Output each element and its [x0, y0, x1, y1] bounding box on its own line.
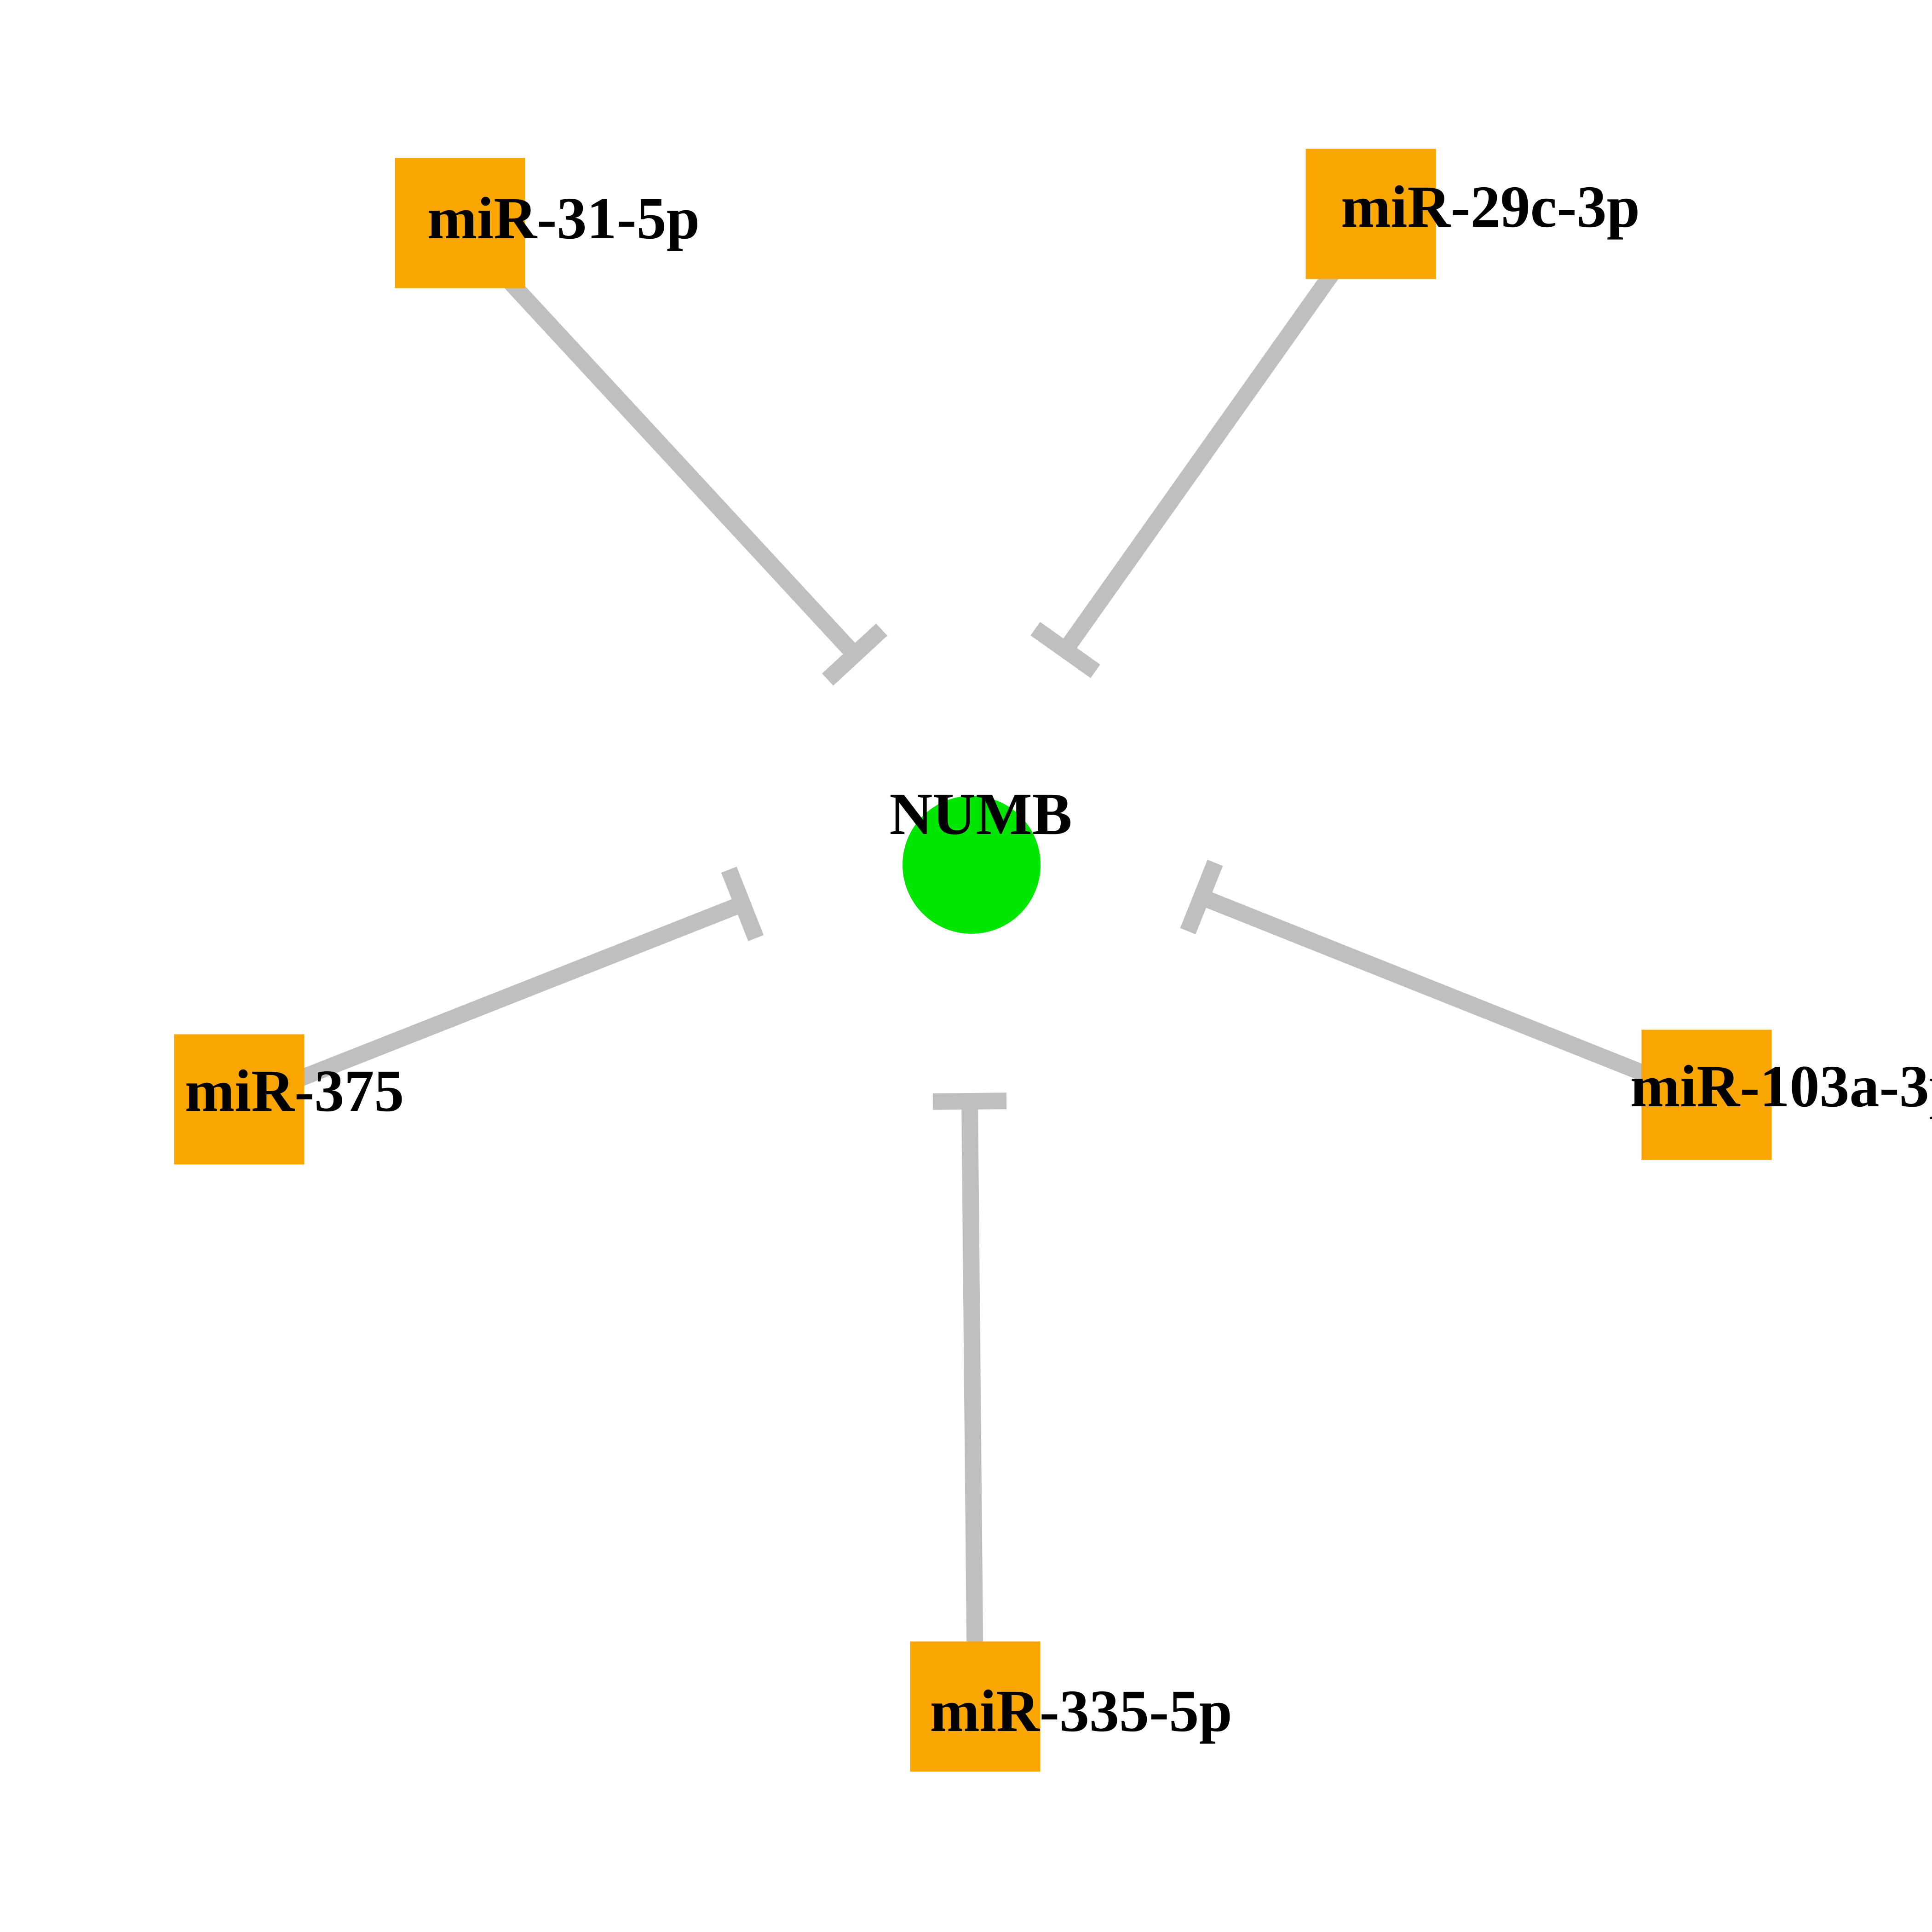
edge-tbar-mir-29c-3p: [1035, 629, 1096, 672]
outer-node-label-mir-29c-3p: miR-29c-3p: [1341, 172, 1640, 242]
outer-node-label-mir-375: miR-375: [185, 1057, 404, 1126]
outer-node-label-mir-103a-3p: miR-103a-3p: [1630, 1052, 1932, 1121]
center-node-label: NUMB: [889, 780, 1072, 849]
edge-mir-103a-3p: [1202, 897, 1665, 1082]
edge-tbar-mir-335-5p: [933, 1101, 1006, 1102]
outer-node-label-mir-335-5p: miR-335-5p: [930, 1677, 1232, 1746]
edge-mir-31-5p: [487, 257, 855, 655]
network-diagram: NUMB miR-31-5p miR-29c-3p miR-103a-3p miR-33…: [0, 0, 1932, 1932]
outer-node-label-mir-31-5p: miR-31-5p: [427, 184, 700, 253]
edge-mir-29c-3p: [1065, 251, 1348, 650]
edge-mir-335-5p: [970, 1101, 975, 1663]
